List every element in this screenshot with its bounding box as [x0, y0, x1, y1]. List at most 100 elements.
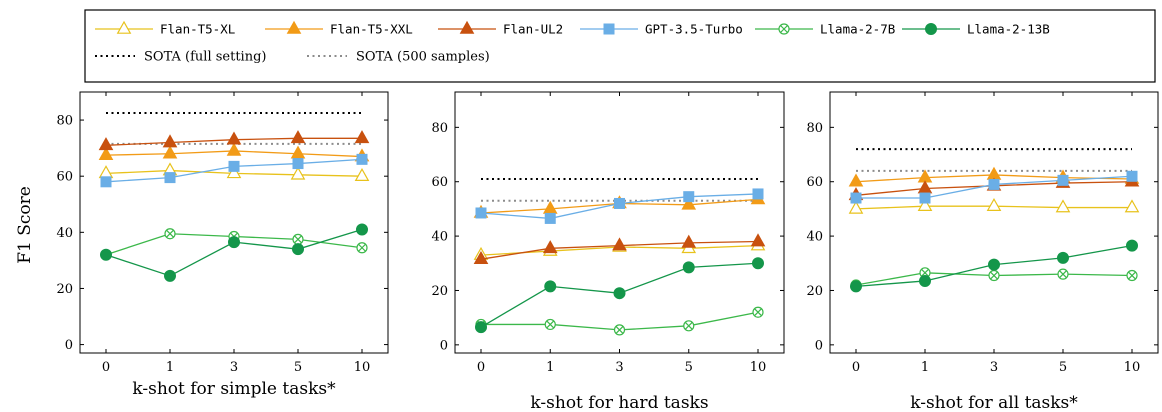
series-llama-2-7b — [475, 306, 764, 336]
y-tick-label: 0 — [815, 338, 823, 353]
data-point-llama-2-7b — [613, 324, 626, 336]
data-point-flan-ul2 — [681, 234, 697, 248]
legend-entry-llama-2-7b: Llama-2-7B — [755, 22, 895, 37]
data-point-gpt-3-5-turbo — [988, 178, 1000, 190]
series-llama-2-13b — [100, 223, 368, 282]
series-flan-t5-xxl — [98, 142, 370, 162]
x-tick-label: 10 — [354, 360, 371, 375]
data-point-gpt-3-5-turbo — [1126, 170, 1138, 182]
data-point-llama-2-13b — [1057, 251, 1069, 264]
x-tick-label: 5 — [685, 360, 693, 375]
data-point-flan-ul2 — [917, 180, 933, 194]
x-tick-label: 5 — [294, 360, 302, 375]
legend-marker-flan-ul2 — [459, 20, 475, 34]
data-point-flan-ul2 — [162, 134, 178, 148]
y-tick-label: 0 — [65, 338, 73, 353]
data-point-gpt-3-5-turbo — [614, 197, 625, 209]
x-tick-label: 1 — [546, 360, 554, 375]
series-flan-ul2 — [98, 130, 370, 151]
series-llama-2-7b — [850, 267, 1138, 291]
legend-entry-gpt-3-5-turbo: GPT-3.5-Turbo — [580, 22, 743, 37]
series-llama-2-13b — [850, 239, 1138, 293]
data-point-flan-ul2 — [750, 233, 766, 247]
legend-marker-gpt-3-5-turbo — [603, 23, 615, 35]
legend-entry-flan-t5-xl: Flan-T5-XL — [95, 20, 235, 37]
data-point-gpt-3-5-turbo — [1057, 174, 1069, 186]
data-point-flan-t5-xl — [1055, 199, 1071, 213]
data-point-llama-2-13b — [475, 321, 487, 334]
legend-entry-sota-full-setting: SOTA (full setting) — [95, 50, 266, 65]
data-point-gpt-3-5-turbo — [100, 176, 112, 188]
data-point-gpt-3-5-turbo — [850, 192, 862, 204]
data-point-flan-t5-xxl — [162, 145, 178, 159]
data-point-llama-2-13b — [850, 280, 862, 293]
x-axis-label: k-shot for all tasks* — [910, 393, 1078, 412]
x-tick-label: 0 — [477, 360, 485, 375]
data-point-llama-2-13b — [292, 243, 304, 256]
data-point-llama-2-13b — [356, 223, 368, 236]
data-point-llama-2-13b — [100, 248, 112, 261]
data-point-llama-2-13b — [228, 236, 240, 249]
data-point-llama-2-13b — [544, 280, 557, 293]
data-point-gpt-3-5-turbo — [683, 191, 695, 203]
legend-entry-flan-t5-xxl: Flan-T5-XXL — [265, 20, 413, 37]
legend-entry-flan-ul2: Flan-UL2 — [438, 20, 563, 37]
x-tick-label: 10 — [750, 360, 767, 375]
y-tick-label: 80 — [806, 121, 823, 136]
data-point-llama-2-7b — [544, 318, 556, 331]
legend-label-sota-500-samples: SOTA (500 samples) — [356, 50, 490, 65]
legend-marker-llama-2-13b — [925, 23, 937, 35]
x-axis-label: k-shot for hard tasks — [530, 393, 708, 412]
data-point-llama-2-7b — [356, 242, 368, 254]
legend-entry-sota-500-samples: SOTA (500 samples) — [307, 50, 490, 65]
panel-2: 0 20 40 60 80 0 1 3 5 10 k-shot for hard tasks — [431, 91, 785, 412]
series-flan-t5-xl — [98, 162, 370, 181]
y-tick-label: 40 — [56, 226, 73, 241]
data-point-llama-2-7b — [1057, 268, 1069, 280]
legend-label-llama-2-13b: Llama-2-13B — [967, 22, 1050, 37]
legend-label-llama-2-7b: Llama-2-7B — [820, 22, 895, 37]
data-point-flan-ul2 — [290, 130, 306, 144]
data-point-flan-t5-xl — [290, 166, 306, 180]
y-tick-label: 60 — [431, 175, 448, 190]
data-point-flan-t5-xl — [226, 165, 242, 179]
data-point-flan-t5-xl — [1124, 199, 1140, 213]
y-tick-label: 0 — [440, 338, 448, 353]
data-point-llama-2-7b — [1126, 269, 1138, 282]
data-point-flan-t5-xxl — [917, 169, 933, 183]
panel-3: 0 20 40 60 80 0 1 3 5 10 k-shot for all tasks* — [806, 91, 1159, 412]
y-tick-label: 40 — [806, 230, 823, 245]
data-point-flan-ul2 — [98, 137, 114, 151]
series-gpt-3-5-turbo — [850, 170, 1138, 204]
data-point-flan-t5-xl — [98, 165, 114, 179]
legend-label-gpt-3-5-turbo: GPT-3.5-Turbo — [645, 22, 743, 37]
legend-label-flan-t5-xxl: Flan-T5-XXL — [330, 22, 413, 37]
x-tick-label: 5 — [1059, 360, 1067, 375]
data-point-llama-2-7b — [752, 306, 764, 318]
data-point-flan-t5-xl — [986, 197, 1002, 211]
plot-frame — [829, 91, 1159, 354]
data-point-llama-2-13b — [919, 274, 931, 287]
series-gpt-3-5-turbo — [100, 153, 368, 188]
x-tick-label: 3 — [990, 360, 998, 375]
y-tick-label: 80 — [56, 114, 73, 129]
x-tick-label: 3 — [615, 360, 623, 375]
series-flan-ul2 — [473, 233, 766, 265]
data-point-flan-ul2 — [612, 237, 627, 251]
data-point-gpt-3-5-turbo — [752, 188, 764, 200]
x-tick-label: 0 — [102, 360, 110, 375]
legend-entry-llama-2-13b: Llama-2-13B — [902, 22, 1050, 37]
legend-box — [84, 9, 1156, 83]
x-axis-label: k-shot for simple tasks* — [132, 379, 336, 399]
x-tick-label: 3 — [230, 360, 238, 375]
data-point-flan-t5-xl — [848, 200, 864, 214]
data-point-llama-2-13b — [613, 287, 626, 300]
x-tick-label: 10 — [1124, 360, 1141, 375]
data-point-llama-2-13b — [682, 261, 695, 274]
data-point-flan-t5-xxl — [986, 166, 1002, 180]
legend-label-sota-full-setting: SOTA (full setting) — [144, 50, 266, 65]
data-point-flan-t5-xxl — [290, 145, 306, 159]
data-point-llama-2-13b — [988, 258, 1000, 271]
